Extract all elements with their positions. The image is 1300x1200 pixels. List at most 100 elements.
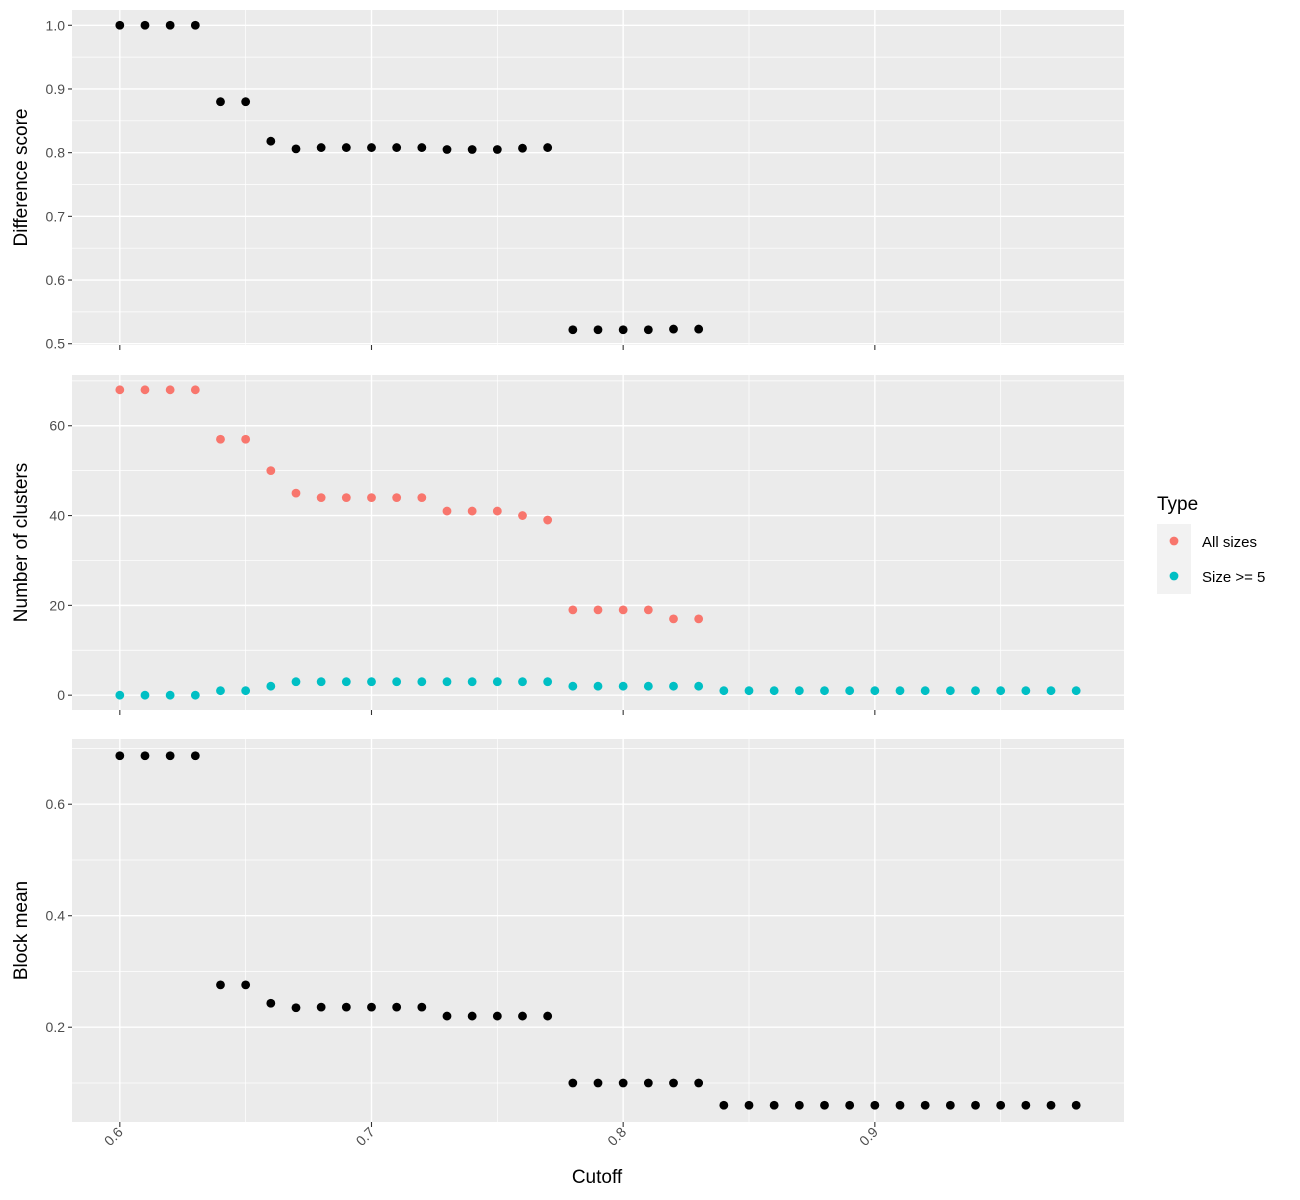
data-point — [216, 434, 225, 444]
data-point — [341, 143, 351, 152]
data-point — [593, 325, 603, 335]
data-point — [543, 515, 553, 525]
data-point — [467, 1011, 477, 1021]
data-point — [895, 686, 905, 696]
data-point — [820, 686, 829, 696]
data-point — [568, 1078, 578, 1088]
data-point — [543, 1011, 553, 1021]
data-point — [492, 1011, 502, 1021]
legend-items: All sizes Size >= 5 — [1169, 534, 1265, 586]
series-1 — [115, 20, 704, 335]
data-point — [945, 686, 955, 696]
data-point — [241, 686, 251, 696]
series-1 — [115, 751, 1081, 1110]
data-point — [442, 1011, 452, 1021]
data-point — [341, 677, 351, 687]
data-point — [769, 1100, 779, 1110]
data-point — [568, 325, 578, 335]
data-point — [492, 677, 502, 687]
data-point — [769, 686, 779, 696]
data-point — [190, 751, 200, 761]
data-point — [216, 686, 225, 696]
panel-background — [72, 10, 1124, 345]
data-point — [694, 1078, 704, 1088]
data-point — [971, 1100, 980, 1110]
y-tick-label: 20 — [49, 597, 65, 613]
data-point — [467, 506, 477, 516]
data-point — [115, 20, 125, 30]
data-point — [643, 681, 653, 691]
data-point — [367, 1002, 376, 1012]
data-point — [669, 1078, 678, 1088]
data-point — [694, 614, 704, 624]
data-point — [820, 1100, 829, 1110]
data-point — [140, 385, 150, 395]
data-point — [291, 677, 301, 687]
data-point — [241, 434, 251, 444]
data-point — [1046, 1100, 1056, 1110]
y-tick-label: 0.7 — [46, 208, 66, 224]
data-point — [216, 980, 225, 990]
panel-background — [72, 375, 1124, 710]
panel-2: 0 20 40 60 Number of clusters — [11, 375, 1124, 715]
data-point — [392, 493, 402, 502]
data-point — [643, 605, 653, 615]
data-point — [115, 690, 125, 700]
data-point — [367, 677, 376, 687]
data-point — [266, 136, 276, 146]
data-point — [744, 686, 754, 696]
data-point — [266, 681, 276, 691]
data-point — [669, 681, 678, 691]
data-point — [241, 980, 251, 990]
data-point — [1046, 686, 1056, 696]
data-point — [1021, 1100, 1031, 1110]
data-point — [341, 493, 351, 502]
x-tick-label: 0.9 — [856, 1124, 881, 1149]
data-point — [1071, 1100, 1081, 1110]
data-point — [518, 511, 527, 520]
data-point — [392, 677, 402, 687]
data-point — [140, 690, 150, 700]
data-point — [216, 97, 225, 107]
data-point — [165, 20, 175, 30]
data-point — [568, 605, 578, 615]
data-point — [945, 1100, 955, 1110]
data-point — [971, 686, 980, 696]
data-point — [367, 143, 376, 152]
data-point — [392, 1002, 402, 1012]
data-point — [618, 325, 628, 335]
data-point — [417, 1002, 427, 1012]
data-point — [744, 1100, 754, 1110]
data-point — [442, 506, 452, 516]
legend-key — [1169, 571, 1179, 581]
data-point — [920, 686, 930, 696]
data-point — [367, 493, 376, 502]
panel-background — [72, 739, 1124, 1122]
data-point — [543, 677, 553, 687]
data-point — [518, 677, 527, 687]
data-point — [165, 751, 175, 761]
data-point — [669, 614, 678, 624]
x-tick-label: 0.7 — [353, 1124, 378, 1149]
data-point — [1021, 686, 1031, 696]
data-point — [316, 677, 326, 687]
data-point — [643, 1078, 653, 1088]
data-point — [392, 143, 402, 152]
data-point — [165, 690, 175, 700]
data-point — [618, 1078, 628, 1088]
data-point — [467, 145, 477, 154]
data-point — [618, 681, 628, 691]
data-point — [492, 506, 502, 516]
data-point — [316, 143, 326, 152]
data-point — [266, 998, 276, 1008]
data-point — [316, 1002, 326, 1012]
y-tick-label: 0.6 — [46, 796, 66, 812]
data-point — [543, 143, 553, 152]
data-point — [140, 20, 150, 30]
data-point — [190, 20, 200, 30]
data-point — [618, 605, 628, 615]
series-size-5 — [115, 677, 1081, 700]
data-point — [291, 488, 301, 498]
data-point — [442, 145, 452, 154]
